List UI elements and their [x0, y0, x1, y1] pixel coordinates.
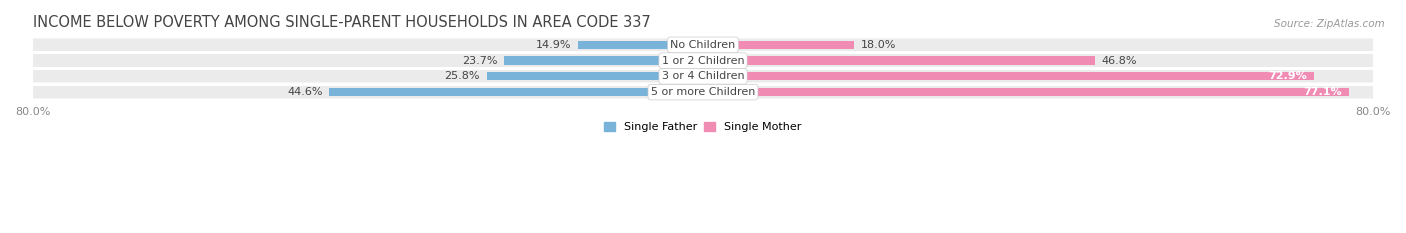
Bar	[32, 86, 1374, 98]
Text: Source: ZipAtlas.com: Source: ZipAtlas.com	[1274, 19, 1385, 29]
Text: No Children: No Children	[671, 40, 735, 50]
Text: INCOME BELOW POVERTY AMONG SINGLE-PARENT HOUSEHOLDS IN AREA CODE 337: INCOME BELOW POVERTY AMONG SINGLE-PARENT…	[32, 15, 651, 30]
Bar	[32, 55, 1374, 67]
Text: 44.6%: 44.6%	[287, 87, 322, 97]
Bar	[486, 72, 703, 80]
Text: 25.8%: 25.8%	[444, 71, 479, 81]
Text: 1 or 2 Children: 1 or 2 Children	[662, 55, 744, 65]
Bar	[578, 41, 703, 49]
Bar	[32, 39, 1374, 51]
Bar	[703, 88, 1348, 96]
Bar	[32, 86, 1374, 99]
Text: 18.0%: 18.0%	[860, 40, 896, 50]
Bar	[32, 70, 1374, 83]
Bar	[703, 41, 853, 49]
Text: 72.9%: 72.9%	[1268, 71, 1308, 81]
Text: 46.8%: 46.8%	[1102, 55, 1137, 65]
Legend: Single Father, Single Mother: Single Father, Single Mother	[605, 122, 801, 132]
Text: 3 or 4 Children: 3 or 4 Children	[662, 71, 744, 81]
Text: 23.7%: 23.7%	[463, 55, 498, 65]
Text: 5 or more Children: 5 or more Children	[651, 87, 755, 97]
Bar	[703, 72, 1313, 80]
Bar	[329, 88, 703, 96]
Bar	[32, 70, 1374, 82]
Bar	[32, 54, 1374, 67]
Bar	[505, 56, 703, 65]
Bar	[703, 56, 1095, 65]
Bar	[32, 38, 1374, 51]
Text: 14.9%: 14.9%	[536, 40, 571, 50]
Text: 77.1%: 77.1%	[1303, 87, 1343, 97]
